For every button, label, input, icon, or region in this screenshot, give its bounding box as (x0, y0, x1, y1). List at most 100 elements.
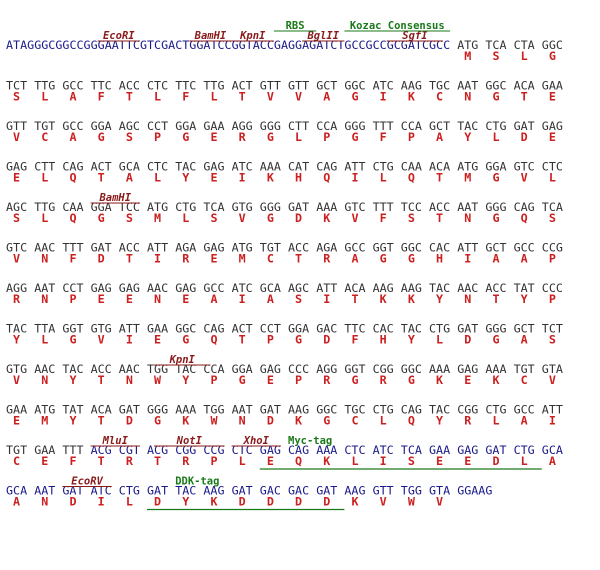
codon: GGG (344, 119, 365, 133)
codon: ATT (119, 322, 140, 336)
codon: GAT (119, 403, 140, 417)
amino-acid: N (239, 414, 246, 428)
codon: ACA (91, 403, 112, 417)
codon: GAA (147, 322, 168, 336)
codon: CCT (147, 119, 168, 133)
amino-acid: E (13, 171, 20, 185)
amino-acid: P (154, 130, 161, 144)
amino-acid: N (464, 211, 471, 225)
codon: GGA (288, 322, 309, 336)
amino-acid: R (239, 130, 247, 144)
codon: ACC (119, 79, 140, 93)
amino-acid: H (295, 171, 302, 185)
codon: GAG (6, 160, 27, 174)
amino-acid: G (380, 252, 387, 266)
amino-acid: I (239, 292, 246, 306)
codon: AAC (457, 281, 478, 295)
amino-acid: C (267, 252, 274, 266)
amino-acid: P (295, 373, 302, 387)
codon: ACA (514, 79, 535, 93)
amino-acid: E (182, 292, 189, 306)
amino-acid: G (154, 414, 161, 428)
codon: TCT (6, 79, 27, 93)
codon: GCC (203, 281, 224, 295)
amino-acid: N (41, 292, 48, 306)
amino-acid: E (154, 333, 161, 347)
codon: GAA (34, 443, 55, 457)
amino-acid: Q (295, 454, 302, 468)
amino-acid: Y (182, 495, 189, 509)
amino-acid: V (436, 495, 443, 509)
codon: TGT (260, 241, 281, 255)
amino-acid: C (521, 373, 528, 387)
codon: AGC (288, 281, 309, 295)
codon: TCC (401, 200, 422, 214)
codon: TAT (62, 403, 83, 417)
amino-acid: S (210, 211, 217, 225)
codon: CAG (514, 200, 535, 214)
amino-acid: F (351, 333, 358, 347)
codon: TTG (34, 200, 55, 214)
codon: CTT (34, 160, 55, 174)
codon: AAG (401, 79, 422, 93)
codon: GAT (316, 484, 337, 498)
codon: GGC (175, 322, 196, 336)
codon: GGC (542, 38, 563, 52)
codon: GAG (542, 119, 563, 133)
codon: GGA (91, 119, 112, 133)
amino-acid: T (154, 454, 161, 468)
codon: ACC (91, 362, 112, 376)
amino-acid: Y (436, 414, 443, 428)
codon: AAC (34, 241, 55, 255)
amino-acid: W (210, 414, 218, 428)
amino-acid: P (210, 373, 217, 387)
amino-acid: T (295, 252, 302, 266)
amino-acid: Y (13, 333, 20, 347)
codon: TTC (344, 322, 365, 336)
codon: ATG (457, 160, 478, 174)
amino-acid: K (323, 454, 330, 468)
codon: GGC (316, 403, 337, 417)
codon: GTT (260, 79, 281, 93)
amino-acid: Y (69, 414, 76, 428)
codon: TAC (429, 281, 450, 295)
amino-acid: Q (323, 171, 330, 185)
amino-acid: R (323, 373, 331, 387)
amino-acid: S (408, 454, 415, 468)
codon: TTT (62, 443, 83, 457)
annotation-label: EcoRV (71, 476, 103, 488)
amino-acid: T (239, 90, 246, 104)
amino-acid: M (464, 171, 471, 185)
amino-acid: I (126, 333, 133, 347)
codon: ATC (232, 281, 253, 295)
amino-acid: Y (182, 373, 189, 387)
amino-acid: S (549, 333, 556, 347)
amino-acid: G (182, 333, 189, 347)
codon: GAG (203, 241, 224, 255)
codon: CTG (485, 403, 506, 417)
amino-acid: V (13, 373, 20, 387)
amino-acid: E (549, 130, 556, 144)
codon: GGG (485, 200, 506, 214)
annotation-label: MluI (102, 435, 129, 447)
codon: CTG (514, 443, 535, 457)
codon: GTG (91, 322, 112, 336)
amino-acid: L (154, 90, 161, 104)
amino-acid: Q (408, 171, 415, 185)
codon: AAG (344, 484, 365, 498)
annotation-label: KpnI (239, 30, 266, 42)
codon: AGC (119, 119, 140, 133)
codon: ACA (429, 160, 450, 174)
amino-acid: T (351, 292, 358, 306)
amino-acid: N (41, 373, 48, 387)
codon: GGT (373, 241, 394, 255)
amino-acid: V (267, 90, 274, 104)
codon: CTC (542, 160, 563, 174)
codon: AGA (316, 241, 337, 255)
amino-acid: G (267, 211, 274, 225)
codon: GCT (485, 241, 506, 255)
codon: GGG (260, 200, 281, 214)
codon: TGC (344, 403, 365, 417)
amino-acid: F (182, 90, 189, 104)
